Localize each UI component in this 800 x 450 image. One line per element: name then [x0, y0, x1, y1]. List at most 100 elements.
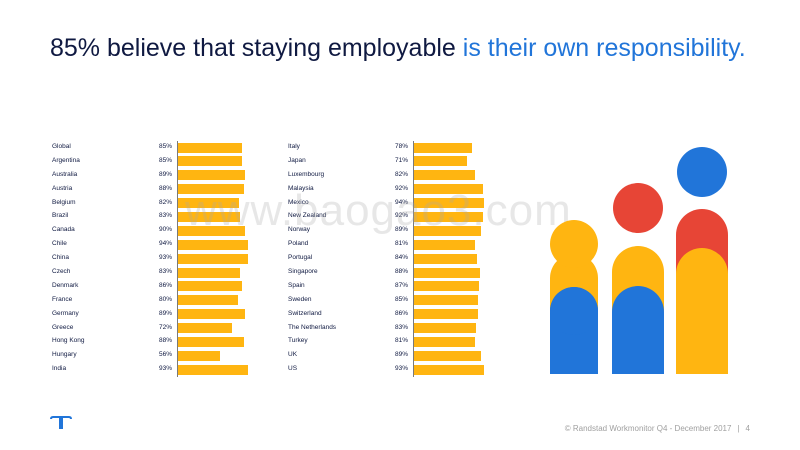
value-label: 86% [158, 281, 172, 289]
figure-middle-front-body [612, 286, 664, 374]
bar-row: Czech 83% [52, 266, 252, 280]
country-label: France [52, 295, 73, 303]
country-label: Switzerland [288, 309, 322, 317]
bar-row: New Zealand 92% [288, 210, 488, 224]
bar [413, 184, 483, 195]
bar [177, 184, 244, 195]
value-label: 93% [158, 254, 172, 262]
country-label: Luxembourg [288, 170, 325, 178]
country-label: Greece [52, 323, 74, 331]
value-label: 83% [158, 268, 172, 276]
bar-row: Sweden 85% [288, 294, 488, 308]
bar-row: India 93% [52, 363, 252, 377]
value-label: 72% [158, 323, 172, 331]
country-label: China [52, 254, 69, 262]
value-label: 80% [158, 295, 172, 303]
value-label: 81% [394, 337, 408, 345]
value-label: 89% [394, 351, 408, 359]
bar [177, 198, 240, 209]
bar-row: Singapore 88% [288, 266, 488, 280]
value-label: 93% [394, 365, 408, 373]
bar [177, 239, 249, 250]
bar-row: France 80% [52, 294, 252, 308]
bar [177, 225, 246, 236]
bar-row: Greece 72% [52, 322, 252, 336]
footer-separator: | [737, 424, 740, 433]
bar-row: Canada 90% [52, 224, 252, 238]
footer: © Randstad Workmonitor Q4 - December 201… [565, 424, 750, 433]
country-label: Singapore [288, 268, 318, 276]
country-label: Czech [52, 268, 71, 276]
bar [177, 295, 238, 306]
country-label: Canada [52, 226, 75, 234]
bar-row: Germany 89% [52, 308, 252, 322]
country-label: US [288, 365, 298, 373]
value-label: 94% [394, 198, 408, 206]
bar [413, 309, 479, 320]
bar [177, 156, 242, 167]
value-label: 92% [394, 212, 408, 220]
bar [177, 323, 232, 334]
country-label: UK [288, 351, 298, 359]
footer-copyright: © Randstad Workmonitor Q4 - December 201… [564, 424, 732, 433]
bar [413, 142, 473, 153]
country-label: Global [52, 143, 71, 150]
value-label: 56% [158, 351, 172, 359]
figure-left-head [550, 220, 598, 268]
bar [177, 281, 243, 292]
country-label: Hong Kong [52, 337, 85, 345]
figure-middle-head [613, 183, 663, 233]
country-label: Austria [52, 184, 73, 192]
bar-row: Portugal 84% [288, 252, 488, 266]
country-label: Denmark [52, 281, 79, 289]
bar [177, 364, 248, 375]
bar-row: Argentina 85% [52, 155, 252, 169]
bar [413, 364, 484, 375]
value-label: 71% [394, 156, 408, 164]
value-label: 85% [394, 295, 408, 303]
bar-row: US 93% [288, 363, 488, 377]
value-label: 84% [394, 254, 408, 262]
bar-row: Japan 71% [288, 155, 488, 169]
bar-row: Norway 89% [288, 224, 488, 238]
bar-row: Spain 87% [288, 280, 488, 294]
bar-row: Denmark 86% [52, 280, 252, 294]
figure-left-front-head [550, 287, 598, 335]
value-label: 86% [394, 309, 408, 317]
value-label: 82% [394, 170, 408, 178]
bar-row: Hong Kong 88% [52, 335, 252, 349]
country-label: Malaysia [288, 184, 314, 192]
bar-row: Italy 78% [288, 141, 488, 155]
page-number: 4 [745, 424, 750, 433]
bar [177, 336, 244, 347]
country-label: Italy [288, 143, 300, 150]
bar [177, 309, 245, 320]
value-label: 89% [158, 170, 172, 178]
axis-line [413, 141, 414, 378]
value-label: 92% [394, 184, 408, 192]
country-label: Belgium [52, 198, 76, 206]
value-label: 88% [394, 268, 408, 276]
title-main: 85% believe that staying employable [50, 34, 463, 62]
bar-row: Poland 81% [288, 238, 488, 252]
bar [413, 239, 475, 250]
bar-row: Chile 94% [52, 238, 252, 252]
bar [177, 253, 248, 264]
bar [413, 198, 485, 209]
bar [413, 350, 481, 361]
country-label: Argentina [52, 156, 80, 164]
bar-row: Hungary 56% [52, 349, 252, 363]
country-label: Japan [288, 156, 306, 164]
bar [177, 142, 242, 153]
bar [413, 211, 483, 222]
title-accent: is their own responsibility. [462, 34, 746, 62]
value-label: 87% [394, 281, 408, 289]
bar-row: Turkey 81% [288, 335, 488, 349]
bar-row: The Netherlands 83% [288, 322, 488, 336]
figure-right-head [677, 147, 727, 197]
value-label: 94% [158, 240, 172, 248]
page-title: 85% believe that staying employable is t… [50, 34, 746, 63]
bar-row: Luxembourg 82% [288, 169, 488, 183]
bar-row: Belgium 82% [52, 197, 252, 211]
country-label: Spain [288, 281, 305, 289]
